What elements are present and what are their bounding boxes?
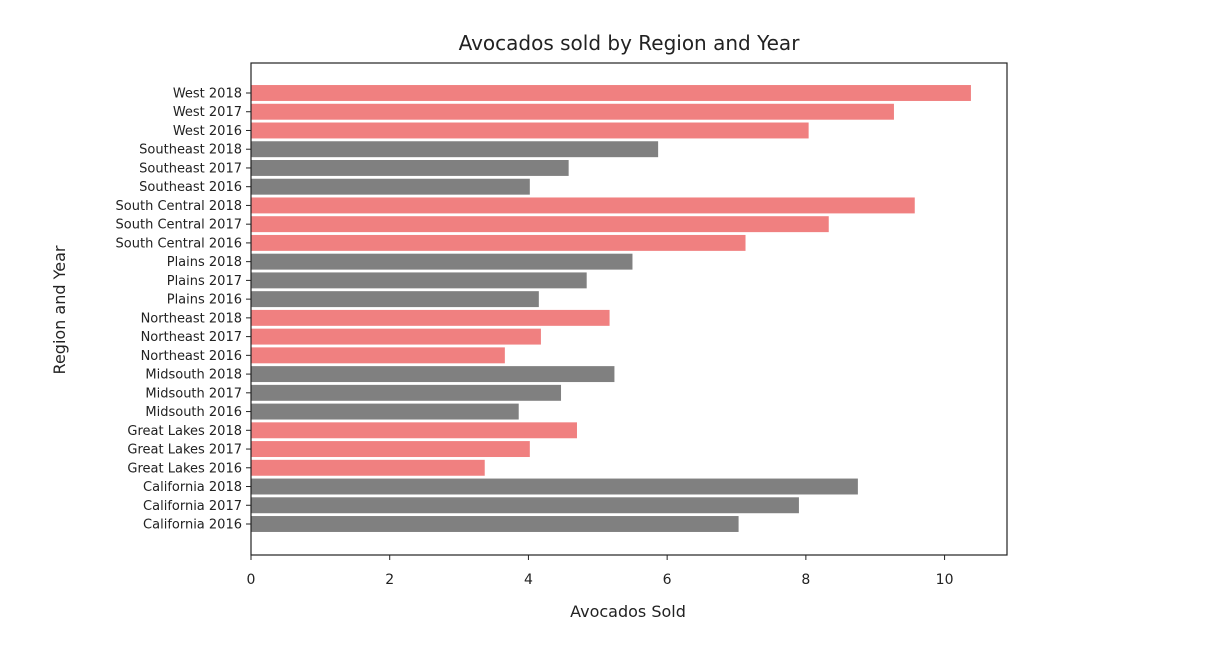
bar-great-lakes-2016 [251, 459, 485, 476]
x-tick-label: 10 [936, 572, 954, 588]
y-tick-label: Southeast 2018 [139, 143, 242, 158]
bar-southeast-2017 [251, 159, 569, 176]
y-tick-label: Great Lakes 2018 [127, 424, 242, 439]
bar-northeast-2017 [251, 328, 541, 345]
y-tick-label: Northeast 2017 [141, 330, 242, 345]
y-axis-label: Region and Year [50, 245, 69, 374]
bar-northeast-2016 [251, 347, 505, 364]
y-tick-label: Midsouth 2017 [145, 386, 242, 401]
y-tick-label: Great Lakes 2016 [127, 461, 242, 476]
bar-california-2016 [251, 516, 739, 532]
plot-frame [250, 62, 1008, 556]
x-tick-label: 4 [524, 572, 533, 588]
x-tick-label: 8 [801, 572, 810, 588]
y-tick-label: South Central 2017 [116, 218, 242, 233]
x-axis-ticks: 0 2 4 6 8 10 [247, 555, 954, 588]
bar-west-2018 [251, 85, 971, 101]
bar-plains-2016 [251, 291, 539, 308]
y-axis-ticks: California 2016 California 2017 California… [116, 87, 251, 533]
x-tick-label: 2 [385, 572, 394, 588]
bar-south-central-2016 [251, 234, 746, 251]
bar-great-lakes-2017 [251, 441, 530, 458]
chart-title: Avocados sold by Region and Year [459, 31, 801, 55]
y-tick-label: Northeast 2018 [141, 311, 242, 326]
y-tick-label: Great Lakes 2017 [127, 443, 242, 458]
bars-group [251, 85, 971, 532]
bar-midsouth-2017 [251, 384, 562, 401]
y-tick-label: Northeast 2016 [141, 349, 242, 364]
y-tick-label: Plains 2016 [167, 293, 242, 308]
y-tick-label: Southeast 2016 [139, 180, 242, 195]
y-tick-label: South Central 2016 [116, 236, 242, 251]
bar-great-lakes-2018 [251, 422, 577, 439]
y-tick-label: California 2018 [143, 480, 242, 495]
y-tick-label: West 2017 [173, 105, 242, 120]
x-tick-label: 0 [247, 572, 256, 588]
bar-midsouth-2018 [251, 366, 615, 383]
bar-south-central-2018 [251, 197, 915, 214]
y-tick-label: Southeast 2017 [139, 161, 242, 176]
y-tick-label: California 2017 [143, 499, 242, 514]
y-tick-label: Plains 2017 [167, 274, 242, 289]
y-tick-label: Plains 2018 [167, 255, 242, 270]
bar-southeast-2018 [251, 141, 659, 158]
bar-midsouth-2016 [251, 403, 519, 420]
bar-northeast-2018 [251, 309, 610, 326]
y-tick-label: Midsouth 2018 [145, 368, 242, 383]
bar-plains-2018 [251, 253, 633, 270]
y-tick-label: South Central 2018 [116, 199, 242, 214]
x-tick-label: 6 [663, 572, 672, 588]
x-axis-label: Avocados Sold [570, 602, 686, 621]
y-tick-label: Midsouth 2016 [145, 405, 242, 420]
y-tick-label: West 2018 [173, 87, 242, 102]
bar-west-2017 [251, 103, 894, 120]
y-tick-label: West 2016 [173, 124, 242, 139]
bar-south-central-2017 [251, 216, 829, 233]
bar-california-2018 [251, 478, 858, 495]
bar-plains-2017 [251, 272, 587, 289]
bar-west-2016 [251, 122, 809, 139]
y-tick-label: California 2016 [143, 518, 242, 533]
bar-southeast-2016 [251, 178, 530, 195]
bar-california-2017 [251, 497, 799, 514]
